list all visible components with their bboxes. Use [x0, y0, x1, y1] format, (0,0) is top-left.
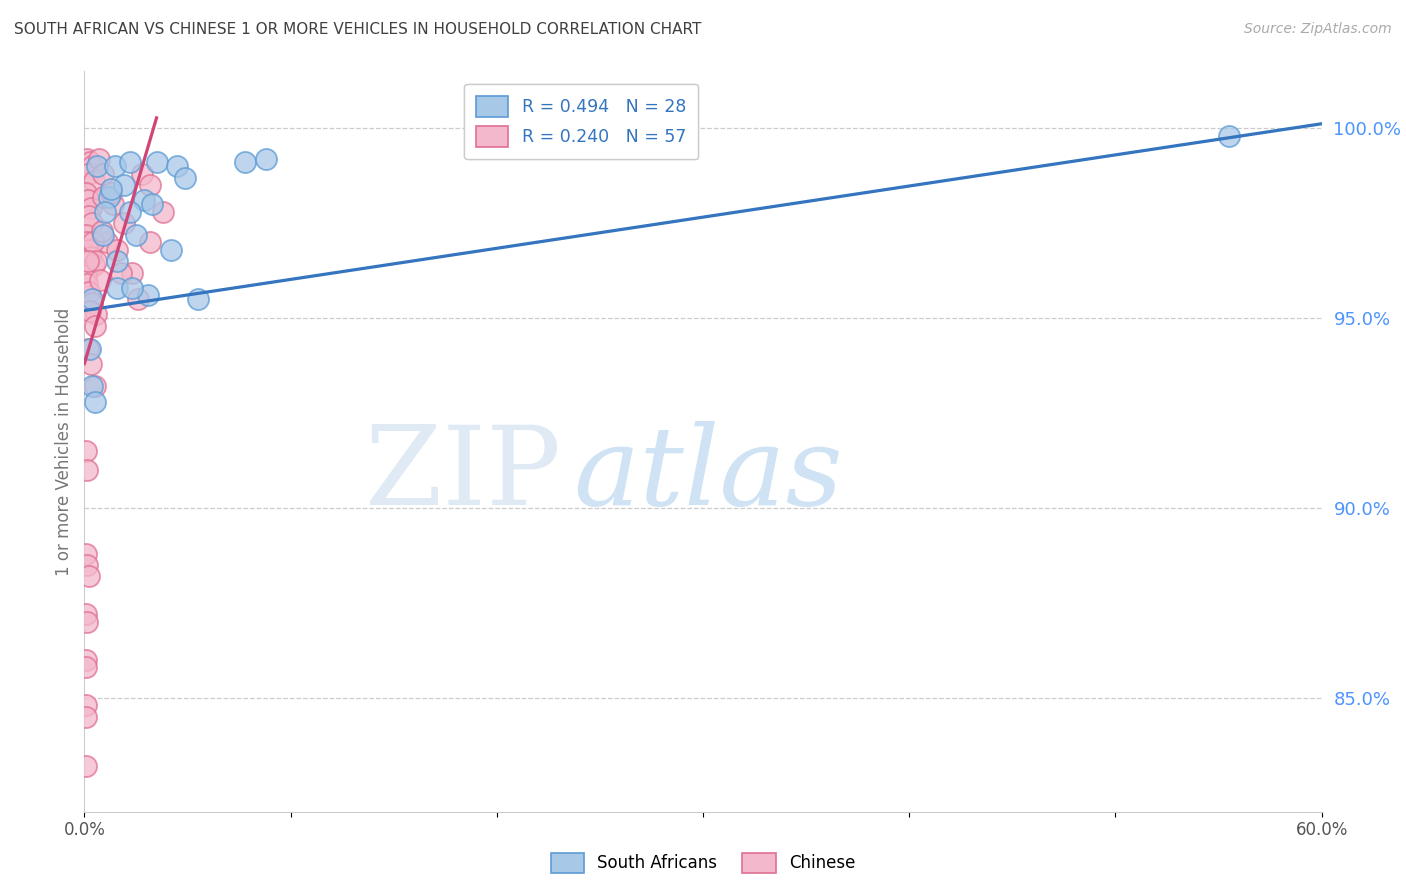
Point — [105, 254, 128, 268]
Point — [84, 307, 107, 321]
Point — [125, 227, 148, 242]
Point — [77, 194, 100, 208]
Point — [112, 178, 135, 193]
Point — [152, 204, 174, 219]
Point — [87, 152, 110, 166]
Point — [77, 285, 100, 299]
Point — [76, 615, 98, 629]
Point — [86, 159, 108, 173]
Text: ZIP: ZIP — [364, 421, 561, 528]
Point — [118, 204, 141, 219]
Point — [136, 288, 159, 302]
Point — [79, 342, 101, 356]
Point — [75, 444, 97, 458]
Point — [80, 159, 103, 173]
Point — [89, 273, 111, 287]
Text: Source: ZipAtlas.com: Source: ZipAtlas.com — [1244, 22, 1392, 37]
Point — [254, 152, 277, 166]
Point — [76, 152, 98, 166]
Point — [112, 216, 135, 230]
Point — [80, 357, 103, 371]
Point — [174, 170, 197, 185]
Point — [105, 281, 128, 295]
Point — [83, 379, 105, 393]
Point — [75, 607, 97, 622]
Text: atlas: atlas — [574, 421, 842, 529]
Legend: South Africans, Chinese: South Africans, Chinese — [544, 847, 862, 880]
Point — [75, 660, 97, 674]
Point — [127, 292, 149, 306]
Point — [96, 235, 118, 250]
Point — [75, 653, 97, 667]
Point — [91, 167, 114, 181]
Point — [79, 303, 101, 318]
Point — [75, 547, 97, 561]
Point — [166, 159, 188, 173]
Point — [82, 216, 104, 230]
Point — [94, 204, 117, 219]
Point — [76, 558, 98, 572]
Point — [76, 277, 98, 291]
Point — [83, 394, 105, 409]
Point — [80, 379, 103, 393]
Point — [98, 189, 121, 203]
Point — [103, 197, 125, 211]
Point — [83, 318, 105, 333]
Point — [91, 189, 114, 203]
Point — [121, 266, 143, 280]
Point — [139, 235, 162, 250]
Point — [1218, 128, 1240, 143]
Point — [82, 235, 104, 250]
Point — [76, 235, 98, 250]
Point — [80, 292, 103, 306]
Point — [104, 159, 127, 173]
Point — [160, 243, 183, 257]
Point — [75, 186, 97, 200]
Point — [75, 710, 97, 724]
Legend: R = 0.494   N = 28, R = 0.240   N = 57: R = 0.494 N = 28, R = 0.240 N = 57 — [464, 84, 697, 159]
Point — [75, 759, 97, 773]
Point — [86, 254, 108, 268]
Point — [141, 197, 163, 211]
Point — [76, 463, 98, 477]
Text: SOUTH AFRICAN VS CHINESE 1 OR MORE VEHICLES IN HOUSEHOLD CORRELATION CHART: SOUTH AFRICAN VS CHINESE 1 OR MORE VEHIC… — [14, 22, 702, 37]
Point — [105, 243, 128, 257]
Point — [82, 296, 104, 310]
Point — [77, 342, 100, 356]
Point — [75, 227, 97, 242]
Point — [134, 194, 156, 208]
Point — [110, 266, 132, 280]
Point — [77, 167, 100, 181]
Point — [100, 182, 122, 196]
Point — [90, 224, 112, 238]
Point — [75, 269, 97, 284]
Point — [77, 569, 100, 583]
Point — [83, 174, 105, 188]
Point — [77, 254, 100, 268]
Point — [131, 167, 153, 181]
Point — [79, 155, 101, 169]
Point — [145, 155, 167, 169]
Point — [91, 227, 114, 242]
Point — [187, 292, 209, 306]
Point — [100, 186, 122, 200]
Point — [121, 281, 143, 295]
Point — [75, 698, 97, 713]
Point — [77, 243, 100, 257]
Point — [118, 155, 141, 169]
Point — [79, 201, 101, 215]
Y-axis label: 1 or more Vehicles in Household: 1 or more Vehicles in Household — [55, 308, 73, 575]
Point — [233, 155, 256, 169]
Point — [77, 209, 100, 223]
Point — [79, 251, 101, 265]
Point — [139, 178, 162, 193]
Point — [83, 258, 105, 272]
